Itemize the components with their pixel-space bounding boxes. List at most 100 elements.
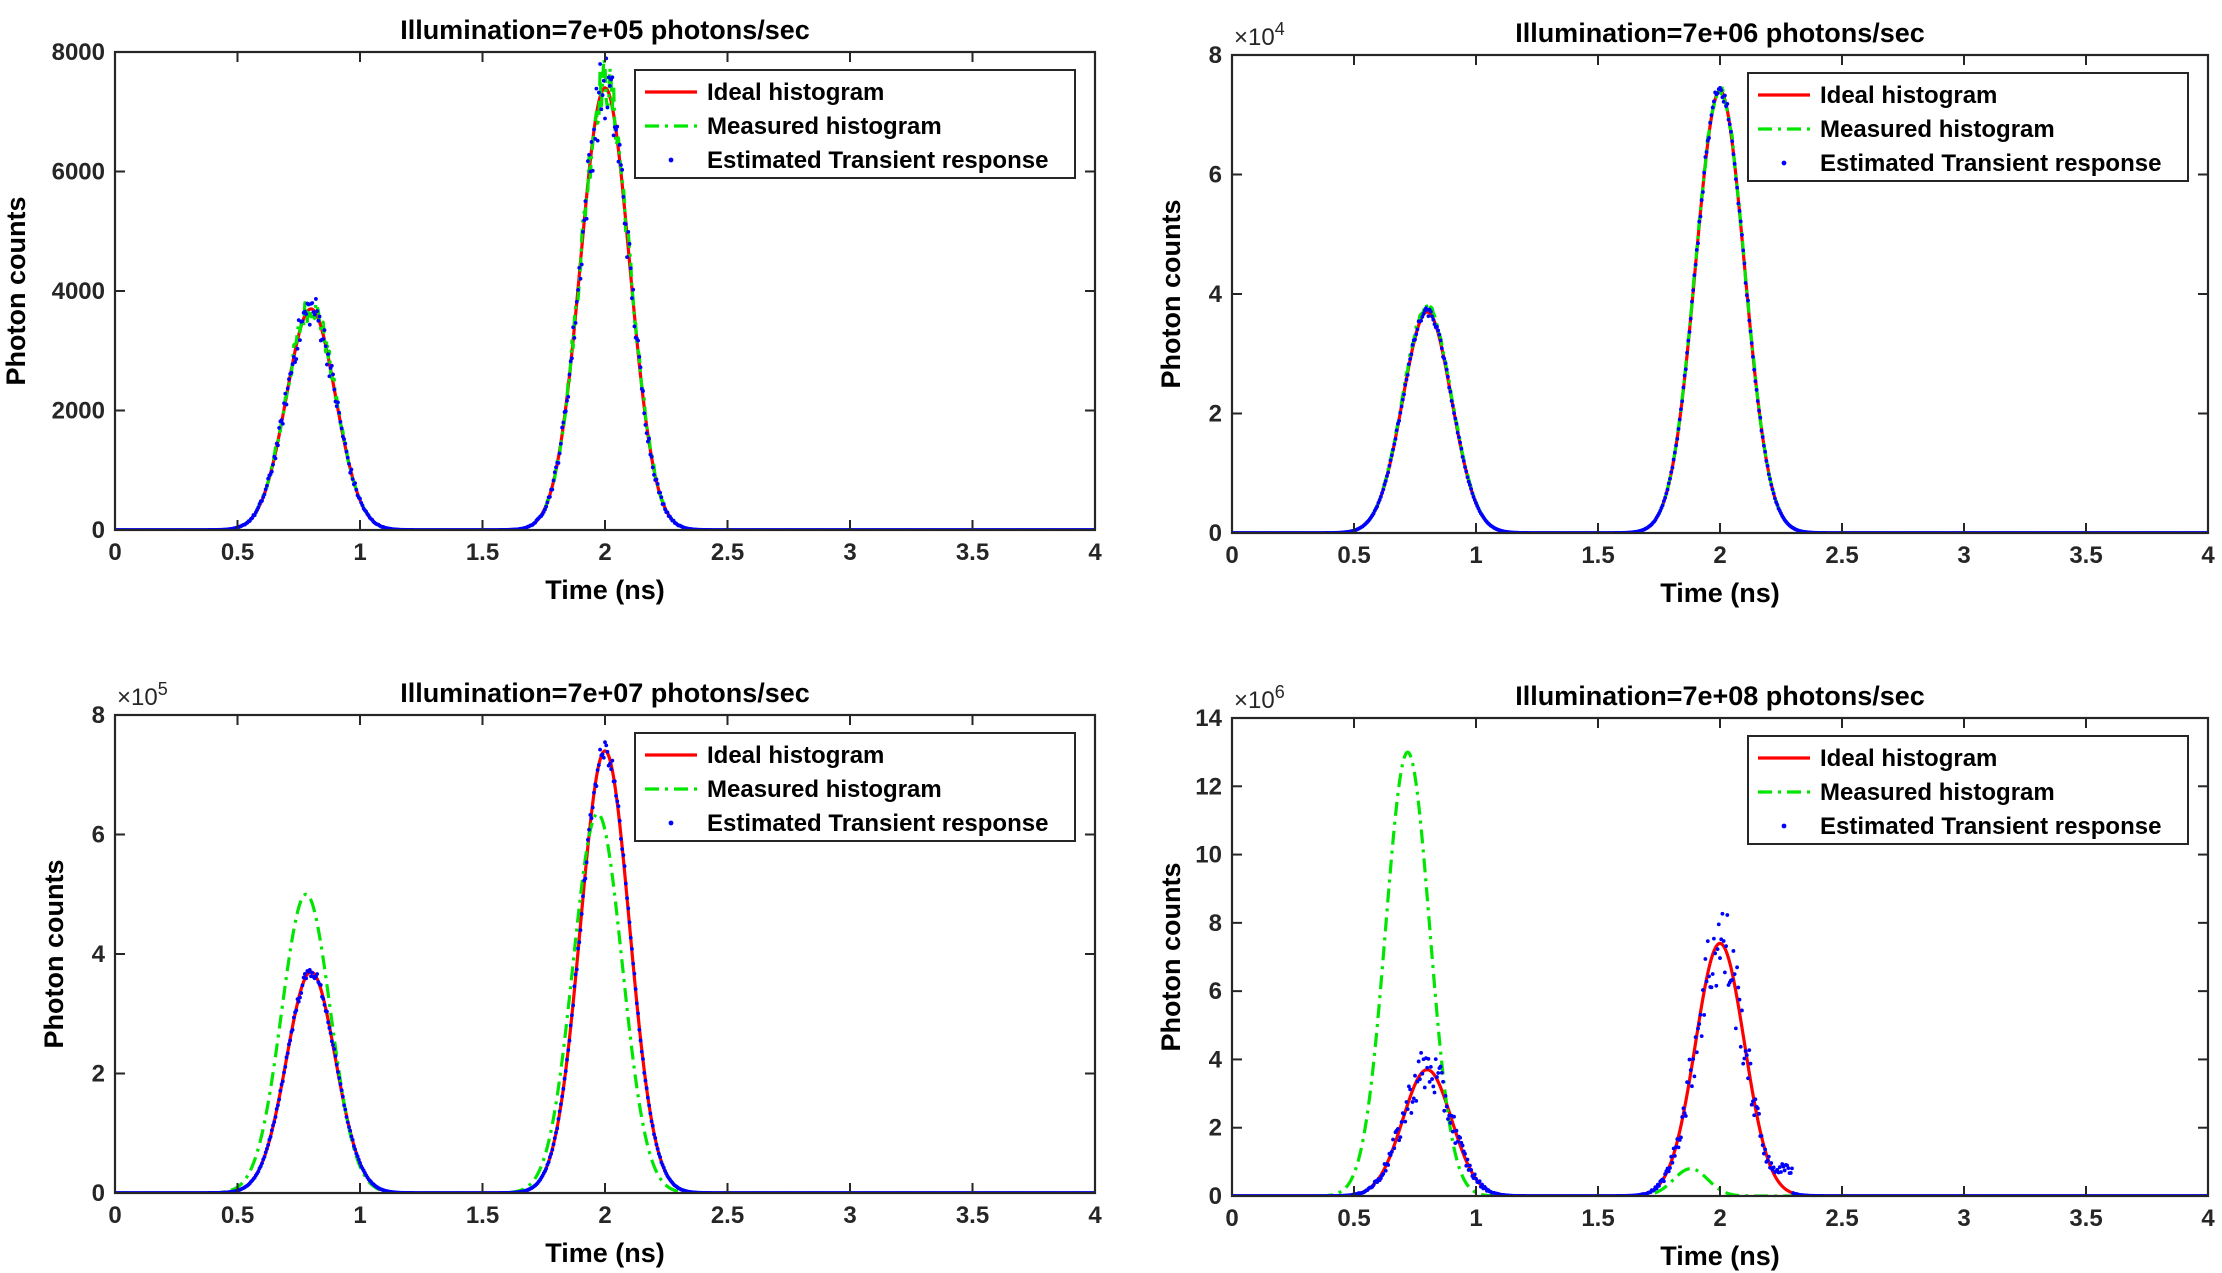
data-point	[1773, 496, 1777, 501]
data-point	[1442, 356, 1447, 361]
data-point	[287, 377, 291, 382]
data-point	[1709, 985, 1714, 990]
y-tick-label: 12	[1195, 773, 1222, 800]
data-point	[1680, 399, 1685, 404]
data-point	[269, 1128, 274, 1133]
data-point	[325, 362, 329, 367]
data-point	[336, 400, 340, 405]
data-point	[1708, 120, 1713, 125]
data-point	[1661, 1179, 1666, 1184]
data-point	[1468, 1163, 1472, 1168]
data-point	[1736, 201, 1741, 206]
data-point	[282, 1070, 286, 1075]
data-point	[621, 194, 626, 199]
data-point	[579, 262, 584, 267]
data-point	[1735, 185, 1739, 190]
y-axis-exponent: ×104	[1234, 19, 1285, 51]
data-point	[572, 336, 577, 340]
data-point	[1769, 1161, 1774, 1165]
y-axis-exponent: ×105	[117, 679, 168, 711]
x-tick-label: 1	[353, 539, 366, 566]
data-point	[639, 1049, 644, 1054]
y-tick-label: 6000	[52, 159, 105, 186]
data-point	[599, 107, 604, 112]
legend-label: Ideal histogram	[707, 79, 884, 106]
data-point	[1744, 293, 1749, 298]
data-point	[1727, 122, 1732, 127]
data-point	[1730, 139, 1735, 144]
data-point	[645, 439, 650, 444]
data-point	[1420, 315, 1425, 319]
data-point	[291, 1015, 296, 1020]
data-point	[1404, 377, 1409, 382]
data-point	[1371, 1183, 1376, 1188]
data-point	[1746, 1076, 1750, 1081]
chart-panel-4: 0 0.5 1 1.5 2 2.5 3 3.5 4 0 2 4 6 8 10 12 14 ×106 Illumina…	[1156, 681, 2215, 1271]
data-point	[562, 1076, 567, 1081]
data-point	[574, 967, 579, 972]
data-point	[260, 499, 264, 503]
data-point	[1681, 1106, 1686, 1111]
data-point	[332, 387, 337, 392]
data-point	[1694, 1050, 1699, 1055]
data-point	[1396, 421, 1400, 426]
data-point	[603, 116, 607, 121]
data-point	[1704, 150, 1709, 154]
y-tick-label: 10	[1195, 842, 1222, 869]
y-tick-label: 2	[1209, 1115, 1222, 1142]
data-point	[546, 1160, 551, 1165]
data-point	[573, 972, 578, 977]
data-point	[642, 1070, 647, 1075]
data-point	[316, 318, 321, 323]
data-point	[290, 1027, 295, 1032]
data-point	[339, 1088, 344, 1093]
x-tick-label: 2.5	[711, 539, 744, 566]
data-point	[1396, 1126, 1400, 1131]
data-point	[619, 163, 623, 167]
data-point	[1454, 1128, 1459, 1133]
data-point	[1670, 465, 1675, 470]
data-point	[1765, 1158, 1770, 1163]
data-point	[630, 947, 634, 951]
data-point	[1464, 469, 1469, 474]
data-point	[1749, 341, 1754, 346]
x-tick-label: 0.5	[1337, 1205, 1370, 1232]
data-point	[342, 1103, 346, 1108]
data-point	[594, 86, 599, 91]
data-point	[584, 860, 589, 865]
data-point	[1408, 357, 1413, 361]
data-point	[650, 465, 655, 470]
data-point	[265, 1146, 269, 1151]
data-point	[1455, 430, 1460, 435]
data-point	[256, 505, 261, 510]
data-point	[595, 138, 600, 143]
y-tick-label: 2	[92, 1061, 105, 1088]
data-point	[665, 510, 670, 515]
y-axis-exponent: ×106	[1234, 682, 1285, 714]
legend-label: Ideal histogram	[1820, 745, 1997, 772]
data-point	[1692, 273, 1697, 278]
data-point	[1763, 449, 1768, 454]
x-tick-label: 3.5	[956, 1202, 989, 1229]
data-point	[285, 1051, 290, 1056]
data-point	[353, 481, 357, 486]
y-tick-label: 4	[92, 941, 106, 968]
data-point	[1449, 399, 1454, 403]
data-point	[653, 1136, 658, 1140]
data-point	[1726, 117, 1731, 122]
data-point	[1671, 457, 1676, 462]
data-point	[578, 928, 583, 933]
data-point	[1665, 487, 1670, 492]
x-tick-label: 4	[1088, 1202, 1102, 1229]
data-point	[326, 1020, 331, 1025]
data-point	[623, 222, 628, 226]
data-point	[1397, 418, 1402, 423]
data-point	[334, 1062, 339, 1067]
data-point	[585, 837, 590, 842]
data-point	[563, 1069, 568, 1074]
data-point	[612, 779, 617, 784]
data-point	[342, 437, 346, 441]
data-point	[621, 853, 626, 858]
data-point	[355, 1154, 360, 1159]
data-point	[587, 152, 591, 157]
